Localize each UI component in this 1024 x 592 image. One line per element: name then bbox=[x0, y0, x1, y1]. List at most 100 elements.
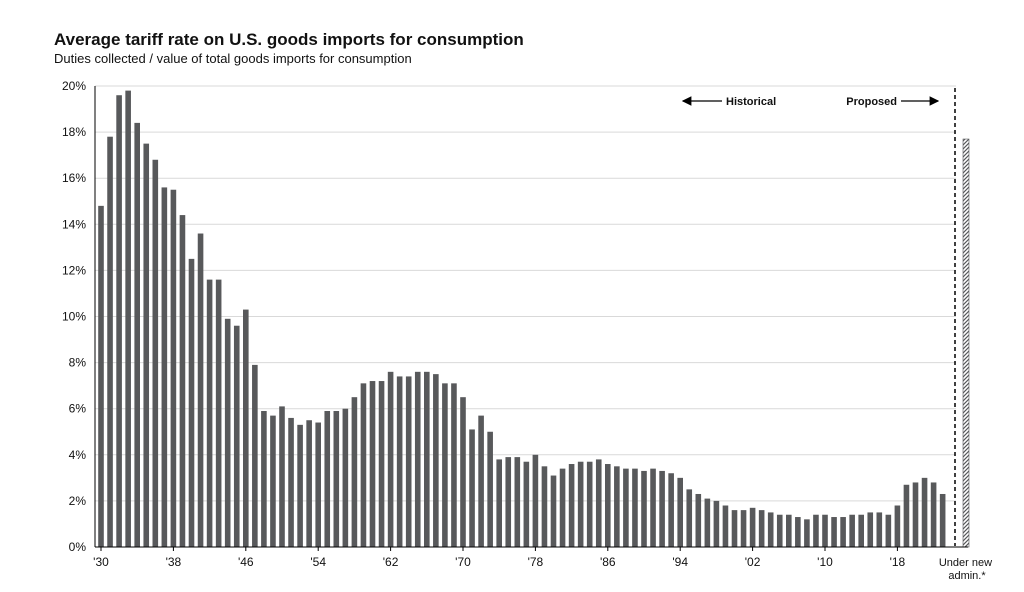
proposed-label: Proposed bbox=[846, 96, 897, 108]
y-tick-label: 0% bbox=[69, 540, 87, 554]
bar-2023 bbox=[939, 493, 946, 547]
bar-2005 bbox=[776, 514, 783, 547]
chart-subtitle: Duties collected / value of total goods … bbox=[54, 51, 412, 66]
bar-1965 bbox=[414, 371, 421, 547]
bar-1964 bbox=[405, 376, 412, 547]
y-tick-label: 14% bbox=[62, 217, 86, 231]
bar-1957 bbox=[342, 408, 349, 547]
bar-1945 bbox=[233, 325, 240, 547]
bar-1951 bbox=[288, 417, 294, 547]
bar-1992 bbox=[659, 470, 665, 547]
bar-2018 bbox=[894, 505, 901, 547]
bar-1954 bbox=[315, 422, 321, 547]
bar-1999 bbox=[722, 505, 729, 547]
x-tick-label: '54 bbox=[310, 555, 326, 569]
bar-2007 bbox=[795, 517, 801, 547]
bar-2022 bbox=[930, 482, 937, 547]
bar-1944 bbox=[224, 318, 231, 547]
bar-1937 bbox=[161, 187, 168, 548]
bar-2009 bbox=[813, 514, 819, 547]
historical-label: Historical bbox=[726, 96, 776, 108]
bar-2020 bbox=[912, 482, 919, 547]
bar-1934 bbox=[134, 122, 140, 547]
bar-1950 bbox=[279, 406, 285, 547]
bar-1987 bbox=[614, 466, 620, 547]
bar-1952 bbox=[297, 424, 303, 547]
bar-1933 bbox=[125, 90, 131, 548]
bar-1977 bbox=[523, 461, 530, 547]
bar-1989 bbox=[632, 468, 638, 547]
x-tick-label: '38 bbox=[166, 555, 182, 569]
x-tick-label: '02 bbox=[745, 555, 761, 569]
bar-2019 bbox=[903, 484, 910, 547]
bar-2016 bbox=[876, 512, 883, 547]
bar-1962 bbox=[387, 371, 394, 547]
bar-1990 bbox=[641, 470, 647, 547]
y-tick-label: 6% bbox=[69, 402, 87, 416]
bar-1943 bbox=[215, 279, 222, 547]
bar-1963 bbox=[396, 376, 403, 547]
bar-1971 bbox=[469, 429, 475, 547]
bar-1939 bbox=[179, 215, 186, 547]
bar-2011 bbox=[831, 517, 837, 547]
bar-2000 bbox=[731, 510, 738, 547]
y-tick-label: 2% bbox=[69, 494, 87, 508]
bar-1973 bbox=[487, 431, 493, 547]
y-tick-label: 20% bbox=[62, 79, 86, 93]
bar-proposed bbox=[962, 138, 970, 548]
x-tick-label: '18 bbox=[890, 555, 906, 569]
bar-1941 bbox=[197, 233, 204, 547]
bar-1968 bbox=[442, 383, 448, 547]
y-tick-label: 8% bbox=[69, 356, 87, 370]
bar-1996 bbox=[695, 493, 702, 547]
y-tick-label: 4% bbox=[69, 448, 87, 462]
chart-title: Average tariff rate on U.S. goods import… bbox=[54, 30, 524, 49]
bar-1986 bbox=[605, 464, 611, 547]
bar-1979 bbox=[541, 466, 548, 547]
y-tick-label: 10% bbox=[62, 310, 86, 324]
bar-1931 bbox=[107, 136, 113, 547]
bar-2013 bbox=[849, 514, 855, 547]
bar-1982 bbox=[568, 464, 575, 547]
bar-1949 bbox=[270, 415, 276, 547]
bar-1994 bbox=[677, 477, 683, 547]
bar-1995 bbox=[686, 489, 693, 547]
bar-1946 bbox=[243, 309, 249, 547]
bar-1972 bbox=[478, 415, 484, 547]
bar-1983 bbox=[577, 461, 584, 547]
bar-1980 bbox=[550, 475, 557, 547]
y-tick-label: 16% bbox=[62, 171, 86, 185]
bar-1960 bbox=[369, 381, 376, 547]
bar-1938 bbox=[170, 189, 177, 547]
bar-1948 bbox=[261, 411, 267, 547]
bar-1993 bbox=[668, 473, 674, 547]
bar-1985 bbox=[595, 459, 602, 547]
bar-1930 bbox=[98, 205, 104, 548]
bar-1966 bbox=[424, 371, 430, 547]
bar-2003 bbox=[758, 510, 765, 547]
bar-1967 bbox=[433, 374, 439, 547]
x-tick-label: '30 bbox=[93, 555, 109, 569]
x-tick-label: '70 bbox=[455, 555, 471, 569]
bar-1998 bbox=[713, 500, 720, 547]
bar-1935 bbox=[143, 143, 150, 547]
bar-1975 bbox=[505, 457, 512, 547]
bar-2021 bbox=[921, 477, 928, 547]
x-tick-label: '46 bbox=[238, 555, 254, 569]
bar-1940 bbox=[188, 258, 195, 547]
x-tick-label: '86 bbox=[600, 555, 616, 569]
bar-2010 bbox=[822, 514, 828, 547]
bar-1955 bbox=[324, 411, 331, 547]
bar-1942 bbox=[206, 279, 213, 547]
proposed-category-label: Under new admin.* bbox=[939, 557, 995, 582]
bar-1936 bbox=[152, 159, 159, 547]
bar-1956 bbox=[333, 411, 340, 547]
x-tick-label: '78 bbox=[528, 555, 544, 569]
bar-2014 bbox=[858, 514, 864, 547]
bar-2015 bbox=[867, 512, 874, 547]
bar-2002 bbox=[749, 507, 756, 547]
bar-1969 bbox=[451, 383, 457, 547]
bar-1961 bbox=[378, 381, 385, 547]
bar-1978 bbox=[532, 454, 539, 547]
